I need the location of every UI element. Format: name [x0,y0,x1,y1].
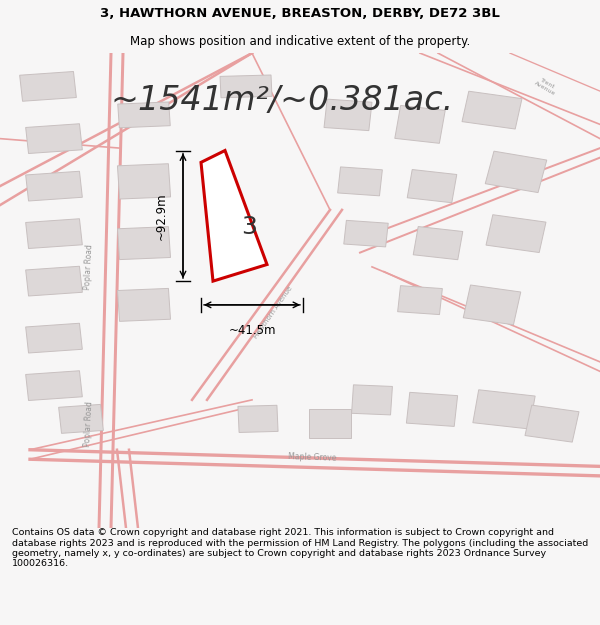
Polygon shape [26,219,82,249]
Text: ~41.5m: ~41.5m [228,324,276,337]
Text: Maple Grove: Maple Grove [288,452,336,463]
Polygon shape [238,405,278,432]
Polygon shape [352,385,392,415]
Polygon shape [344,221,388,247]
Text: Trent
Avenue: Trent Avenue [533,76,559,97]
Polygon shape [398,286,442,314]
Polygon shape [395,106,445,143]
Polygon shape [118,164,170,199]
Text: 3: 3 [241,214,257,239]
Polygon shape [324,99,372,131]
Polygon shape [413,226,463,260]
Polygon shape [26,266,82,296]
Text: Poplar Road: Poplar Road [83,244,94,290]
Polygon shape [406,392,458,426]
Polygon shape [20,71,76,101]
Polygon shape [26,371,82,401]
Polygon shape [338,167,382,196]
Polygon shape [462,91,522,129]
Polygon shape [118,227,170,259]
Polygon shape [525,405,579,442]
Text: Hawthorn Avenue: Hawthorn Avenue [253,285,293,339]
Text: Poplar Road: Poplar Road [83,401,94,447]
Polygon shape [220,75,272,98]
Polygon shape [26,171,82,201]
Polygon shape [118,288,170,321]
Text: ~1541m²/~0.381ac.: ~1541m²/~0.381ac. [110,84,454,117]
Polygon shape [118,102,170,127]
Polygon shape [485,151,547,192]
Polygon shape [463,285,521,325]
Polygon shape [407,169,457,202]
Text: 3, HAWTHORN AVENUE, BREASTON, DERBY, DE72 3BL: 3, HAWTHORN AVENUE, BREASTON, DERBY, DE7… [100,7,500,20]
Polygon shape [26,323,82,353]
Text: Map shows position and indicative extent of the property.: Map shows position and indicative extent… [130,35,470,48]
Text: Contains OS data © Crown copyright and database right 2021. This information is : Contains OS data © Crown copyright and d… [12,528,588,568]
Polygon shape [59,404,103,433]
Polygon shape [473,390,535,429]
Text: ~92.9m: ~92.9m [155,192,168,239]
Polygon shape [486,215,546,252]
Polygon shape [309,409,351,438]
Polygon shape [26,124,82,154]
Polygon shape [201,151,267,281]
